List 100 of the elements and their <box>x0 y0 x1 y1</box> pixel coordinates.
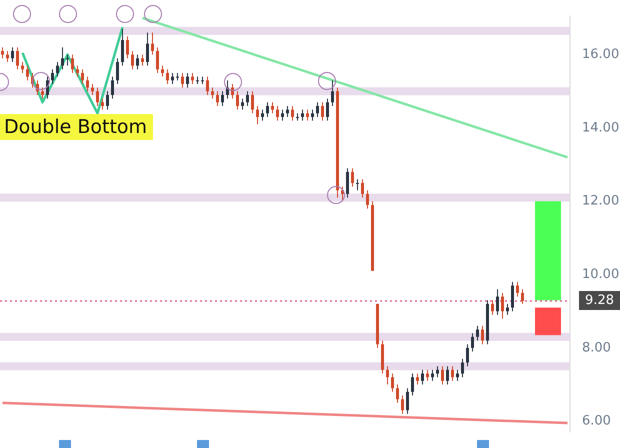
y-tick-label: 8.00 <box>582 340 611 356</box>
candlestick <box>1 46 4 59</box>
candlestick <box>126 36 129 59</box>
candlestick <box>401 395 404 414</box>
candlestick <box>201 76 204 84</box>
candlestick <box>466 344 469 367</box>
candlestick <box>516 281 519 298</box>
candlestick <box>41 87 44 100</box>
candlestick <box>236 90 239 110</box>
candlestick <box>241 98 244 110</box>
candlestick <box>196 76 199 84</box>
candlestick <box>446 366 449 386</box>
candlestick <box>346 168 349 198</box>
candlestick <box>291 105 294 122</box>
candlestick <box>461 358 464 378</box>
candlestick <box>206 76 209 96</box>
candlestick <box>396 384 399 404</box>
candlestick <box>506 303 509 316</box>
candlestick <box>101 98 104 110</box>
y-tick-label: 16.00 <box>582 47 620 62</box>
y-tick-label: 10.00 <box>582 266 620 282</box>
candlestick <box>181 72 184 88</box>
candlestick <box>521 288 524 304</box>
candlestick <box>491 300 494 316</box>
candlestick <box>316 102 319 118</box>
candlestick <box>321 102 324 122</box>
candlestick <box>281 109 284 122</box>
candlestick <box>411 373 414 396</box>
candlestick <box>326 98 329 122</box>
candlestick <box>66 54 69 66</box>
candlestick <box>186 72 189 88</box>
candlestick <box>131 50 134 70</box>
candlestick <box>106 90 109 110</box>
candlestick <box>301 109 304 122</box>
candlestick <box>211 87 214 100</box>
candlestick <box>441 366 444 386</box>
y-tick-label: 14.00 <box>582 120 620 136</box>
candlestick <box>21 61 24 74</box>
candlestick <box>111 76 114 100</box>
candlestick <box>261 109 264 122</box>
candlestick <box>501 292 504 320</box>
y-tick-label: 12.00 <box>582 194 620 209</box>
candlestick <box>251 90 254 114</box>
candlestick <box>141 54 144 66</box>
candlestick <box>6 50 9 62</box>
candlestick <box>276 105 279 122</box>
candlestick <box>121 28 124 66</box>
candlestick <box>456 369 459 382</box>
candlestick <box>511 281 514 312</box>
candlestick <box>391 373 394 392</box>
candlestick <box>471 332 474 352</box>
candlestick <box>71 54 74 74</box>
candlestick <box>86 76 89 92</box>
candlestick <box>246 90 249 106</box>
candlestick <box>436 366 439 378</box>
candlestick <box>146 32 149 66</box>
candlestick <box>221 90 224 106</box>
candlestick <box>366 190 369 210</box>
candlestick <box>151 32 154 56</box>
candlestick <box>161 65 164 78</box>
candlestick <box>306 109 309 122</box>
candlestick <box>331 80 334 106</box>
candlestick <box>426 369 429 382</box>
candlestick <box>356 178 359 191</box>
candlestick <box>76 65 79 78</box>
candlestick <box>166 68 169 84</box>
candlestick <box>416 373 419 386</box>
candlestick <box>431 369 434 382</box>
candlestick <box>26 65 29 81</box>
annotation: Double Bottom <box>0 114 154 140</box>
candlestick <box>451 366 454 382</box>
candlestick <box>191 72 194 84</box>
candlestick <box>496 288 499 316</box>
candlestick <box>286 105 289 118</box>
candlestick <box>171 72 174 84</box>
candlestick <box>11 46 14 62</box>
candlestick <box>116 58 119 84</box>
candlestick <box>421 369 424 386</box>
ref-line-label: 9.28 <box>579 291 620 310</box>
candlestick <box>406 388 409 414</box>
candlestick <box>51 68 54 84</box>
candlestick <box>361 178 364 198</box>
candlestick <box>96 87 99 106</box>
candlestick <box>256 105 259 125</box>
candlestick <box>81 68 84 84</box>
candlestick <box>476 325 479 342</box>
candlestick <box>176 72 179 81</box>
candlestick <box>91 83 94 96</box>
candlestick <box>271 102 274 114</box>
candlestick <box>56 61 59 78</box>
candlestick <box>156 46 159 74</box>
candlestick <box>216 90 219 106</box>
candlestick <box>351 168 354 188</box>
y-tick-label: 6.00 <box>582 414 611 429</box>
candlestick <box>61 46 64 70</box>
candlestick <box>386 366 389 386</box>
candlestick <box>136 54 139 70</box>
candlestick <box>481 325 484 345</box>
candlestick <box>311 109 314 122</box>
candlestick <box>266 102 269 118</box>
